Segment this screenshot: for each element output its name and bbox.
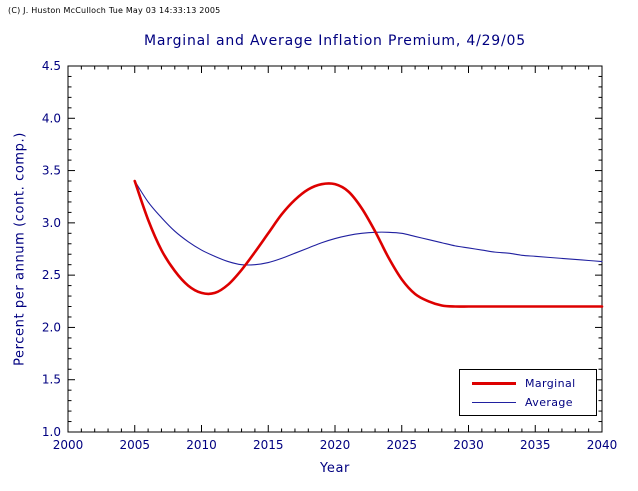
marginal-line: [133, 179, 604, 308]
svg-text:1.5: 1.5: [42, 373, 61, 387]
svg-text:2010: 2010: [186, 438, 217, 452]
svg-text:2020: 2020: [320, 438, 351, 452]
legend-label-marginal: Marginal: [525, 376, 576, 390]
svg-text:4.0: 4.0: [42, 111, 61, 125]
svg-text:3.0: 3.0: [42, 216, 61, 230]
svg-text:2015: 2015: [253, 438, 284, 452]
svg-text:2000: 2000: [53, 438, 84, 452]
tick-labels: 2000 2005 2010 2015 2020 2025 2030 2035 2040 1.0 1…: [42, 59, 617, 452]
svg-text:2.0: 2.0: [42, 320, 61, 334]
svg-text:1.0: 1.0: [42, 425, 61, 439]
copyright-note: (C) J. Huston McCulloch Tue May 03 14:33…: [8, 6, 221, 15]
legend-label-average: Average: [525, 395, 573, 409]
x-axis-label: Year: [320, 461, 350, 476]
svg-text:2005: 2005: [119, 438, 150, 452]
svg-text:2030: 2030: [453, 438, 484, 452]
y-axis-label: Percent per annum (cont. comp.): [12, 132, 28, 366]
legend-item-average: Average: [472, 396, 596, 409]
svg-text:2025: 2025: [386, 438, 417, 452]
average-line-sample: [472, 401, 516, 403]
svg-text:2035: 2035: [520, 438, 551, 452]
svg-text:4.5: 4.5: [42, 59, 61, 73]
average-line: [134, 180, 603, 266]
svg-text:3.5: 3.5: [42, 164, 61, 178]
chart-title: Marginal and Average Inflation Premium, …: [144, 33, 526, 49]
legend-item-marginal: Marginal: [472, 377, 596, 390]
legend: Marginal Average: [459, 369, 597, 416]
svg-text:2040: 2040: [587, 438, 618, 452]
svg-text:2.5: 2.5: [42, 268, 61, 282]
axis-ticks: [67, 65, 603, 433]
series-lines: [133, 179, 604, 308]
marginal-line-sample: [472, 381, 516, 385]
